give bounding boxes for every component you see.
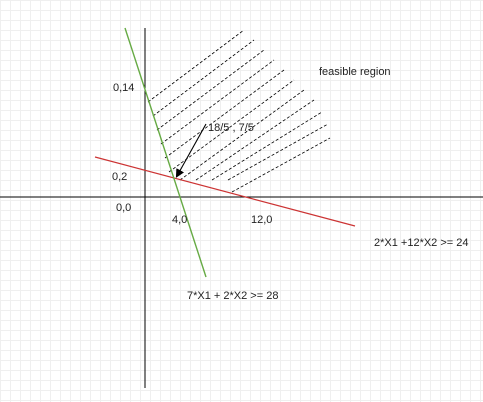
y-intercept-label-2: 0,2 (112, 171, 128, 183)
constraint-line-green (124, 27, 207, 278)
x-intercept-label-12: 12,0 (251, 214, 273, 226)
y-intercept-label-14: 0,14 (113, 82, 135, 94)
x-intercept-label-4: 4,0 (172, 214, 188, 226)
constraint-line-red (94, 156, 356, 227)
constraint-label-red: 2*X1 +12*X2 >= 24 (374, 237, 469, 249)
intersection-label: 18/5 , 7/5 (208, 122, 254, 134)
intersection-arrow (175, 123, 207, 178)
origin-label: 0,0 (116, 202, 132, 214)
feasible-region-label: feasible region (319, 66, 391, 78)
constraint-label-green: 7*X1 + 2*X2 >= 28 (187, 290, 279, 302)
feasible-region-hatch (147, 29, 331, 193)
